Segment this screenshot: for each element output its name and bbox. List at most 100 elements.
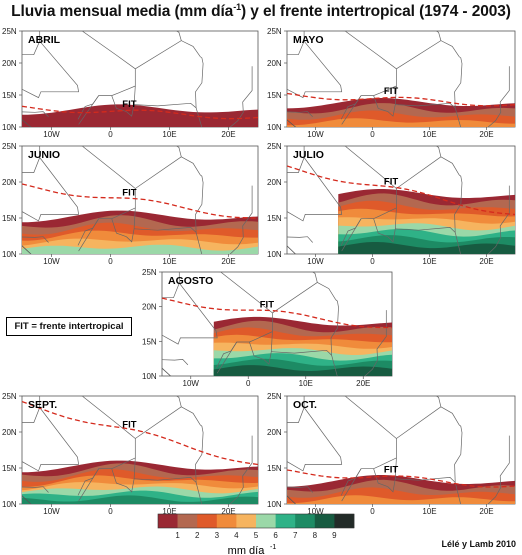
lon-tick-label: 10E: [162, 507, 176, 516]
lon-tick-label: 10W: [307, 507, 324, 516]
itf-line: [287, 469, 515, 488]
colorbar-tick-label: 4: [234, 531, 239, 540]
country-border: [387, 85, 397, 117]
lon-tick-label: 10E: [162, 130, 176, 139]
country-border: [435, 146, 442, 157]
colorbar-swatch: [158, 514, 178, 528]
fit-label: FIT: [122, 187, 136, 198]
country-border: [111, 468, 127, 488]
country-border: [364, 310, 387, 376]
lon-tick-label: 0: [370, 130, 375, 139]
lat-tick-label: 10N: [267, 500, 282, 509]
country-border: [111, 218, 127, 238]
lat-tick-label: 20N: [142, 303, 157, 312]
rain-band-class-6: [22, 244, 258, 254]
country-border: [22, 396, 41, 423]
country-border: [330, 299, 339, 356]
lon-tick-label: 0: [108, 130, 113, 139]
colorbar-tick-label: 5: [254, 531, 259, 540]
country-border: [487, 435, 510, 504]
country-border: [263, 331, 273, 365]
colorbar-tick-label: 6: [273, 531, 278, 540]
country-border: [162, 272, 180, 299]
lon-tick-label: 10E: [422, 507, 436, 516]
lon-tick-label: 20E: [479, 507, 493, 516]
lat-tick-label: 25N: [267, 392, 282, 401]
country-border: [22, 31, 41, 56]
country-border: [22, 236, 49, 243]
fit-label: FIT: [122, 99, 136, 110]
country-border: [395, 102, 461, 127]
country-border: [287, 157, 343, 222]
country-border: [175, 146, 182, 157]
lon-tick-label: 10W: [43, 130, 60, 139]
colorbar: 1 2 3 4 5 6 7 8 9 mm día -1: [157, 513, 355, 555]
itf-line: [287, 165, 515, 216]
country-border: [126, 207, 136, 243]
country-border: [340, 468, 362, 496]
lat-tick-label: 15N: [2, 214, 17, 223]
lon-tick-label: 20E: [221, 130, 235, 139]
country-border: [387, 207, 397, 243]
month-label: SEPT.: [28, 399, 57, 411]
month-label: ABRIL: [28, 34, 61, 46]
itf-line: [22, 400, 258, 466]
colorbar-swatch: [177, 514, 198, 528]
country-border: [341, 146, 397, 252]
map-panel-mayo: FIT MAYO 25N 20N 15N 10N 10W 0 10E 20E: [265, 27, 519, 139]
title-text: Lluvia mensual media (mm día: [11, 3, 234, 21]
country-border: [135, 406, 201, 439]
country-border: [287, 486, 313, 493]
month-label: OCT.: [293, 399, 317, 411]
country-border: [162, 282, 218, 345]
month-label: AGOSTO: [168, 275, 213, 287]
country-border: [387, 457, 397, 493]
country-border: [487, 66, 510, 127]
lon-tick-label: 0: [370, 507, 375, 516]
lon-tick-label: 0: [108, 257, 113, 266]
colorbar-frame: [157, 513, 355, 529]
fit-label: FIT: [122, 419, 136, 430]
colorbar-tick-label: 1: [175, 531, 180, 540]
country-border: [77, 468, 99, 496]
fit-label: FIT: [260, 299, 274, 310]
colorbar-swatch: [256, 514, 276, 528]
itf-line: [287, 92, 515, 107]
lon-tick-label: 10W: [307, 257, 324, 266]
colorbar-swatch: [236, 514, 257, 528]
country-border: [22, 157, 80, 222]
country-border: [135, 40, 201, 70]
lat-tick-label: 10N: [267, 123, 282, 132]
map-abril: FIT ABRIL 25N 20N 15N 10N 10W 0 10E 20E: [2, 27, 259, 139]
lon-tick-label: 10W: [183, 379, 200, 388]
country-border: [312, 272, 318, 283]
colorbar-tick-label: 8: [313, 531, 318, 540]
lon-tick-label: 10E: [299, 379, 313, 388]
lon-tick-label: 10E: [162, 257, 176, 266]
map-panel-abril: FIT ABRIL 25N 20N 15N 10N 10W 0 10E 20E: [0, 27, 262, 139]
country-border: [135, 156, 201, 189]
lon-tick-label: 20E: [221, 507, 235, 516]
country-border: [395, 477, 461, 504]
country-border: [162, 359, 189, 366]
country-border: [287, 407, 343, 472]
country-border: [216, 341, 238, 368]
country-border: [195, 56, 204, 108]
map-junio: FIT JUNIO 25N 20N 15N 10N 10W 0 10E 20E: [2, 142, 259, 266]
lat-tick-label: 25N: [2, 27, 17, 36]
colorbar-unit: mm día: [228, 545, 266, 555]
lat-tick-label: 20N: [2, 59, 17, 68]
fit-label: FIT: [384, 177, 398, 188]
country-border: [396, 40, 460, 70]
country-border: [195, 424, 204, 483]
lon-tick-label: 0: [246, 379, 251, 388]
country-border: [373, 218, 389, 238]
country-border: [229, 185, 253, 254]
colorbar-swatch: [197, 514, 218, 528]
country-border: [134, 477, 203, 504]
itf-line: [162, 297, 392, 329]
lon-tick-label: 10W: [307, 130, 324, 139]
country-border: [454, 56, 463, 108]
country-border: [111, 95, 127, 112]
country-border: [126, 457, 136, 493]
